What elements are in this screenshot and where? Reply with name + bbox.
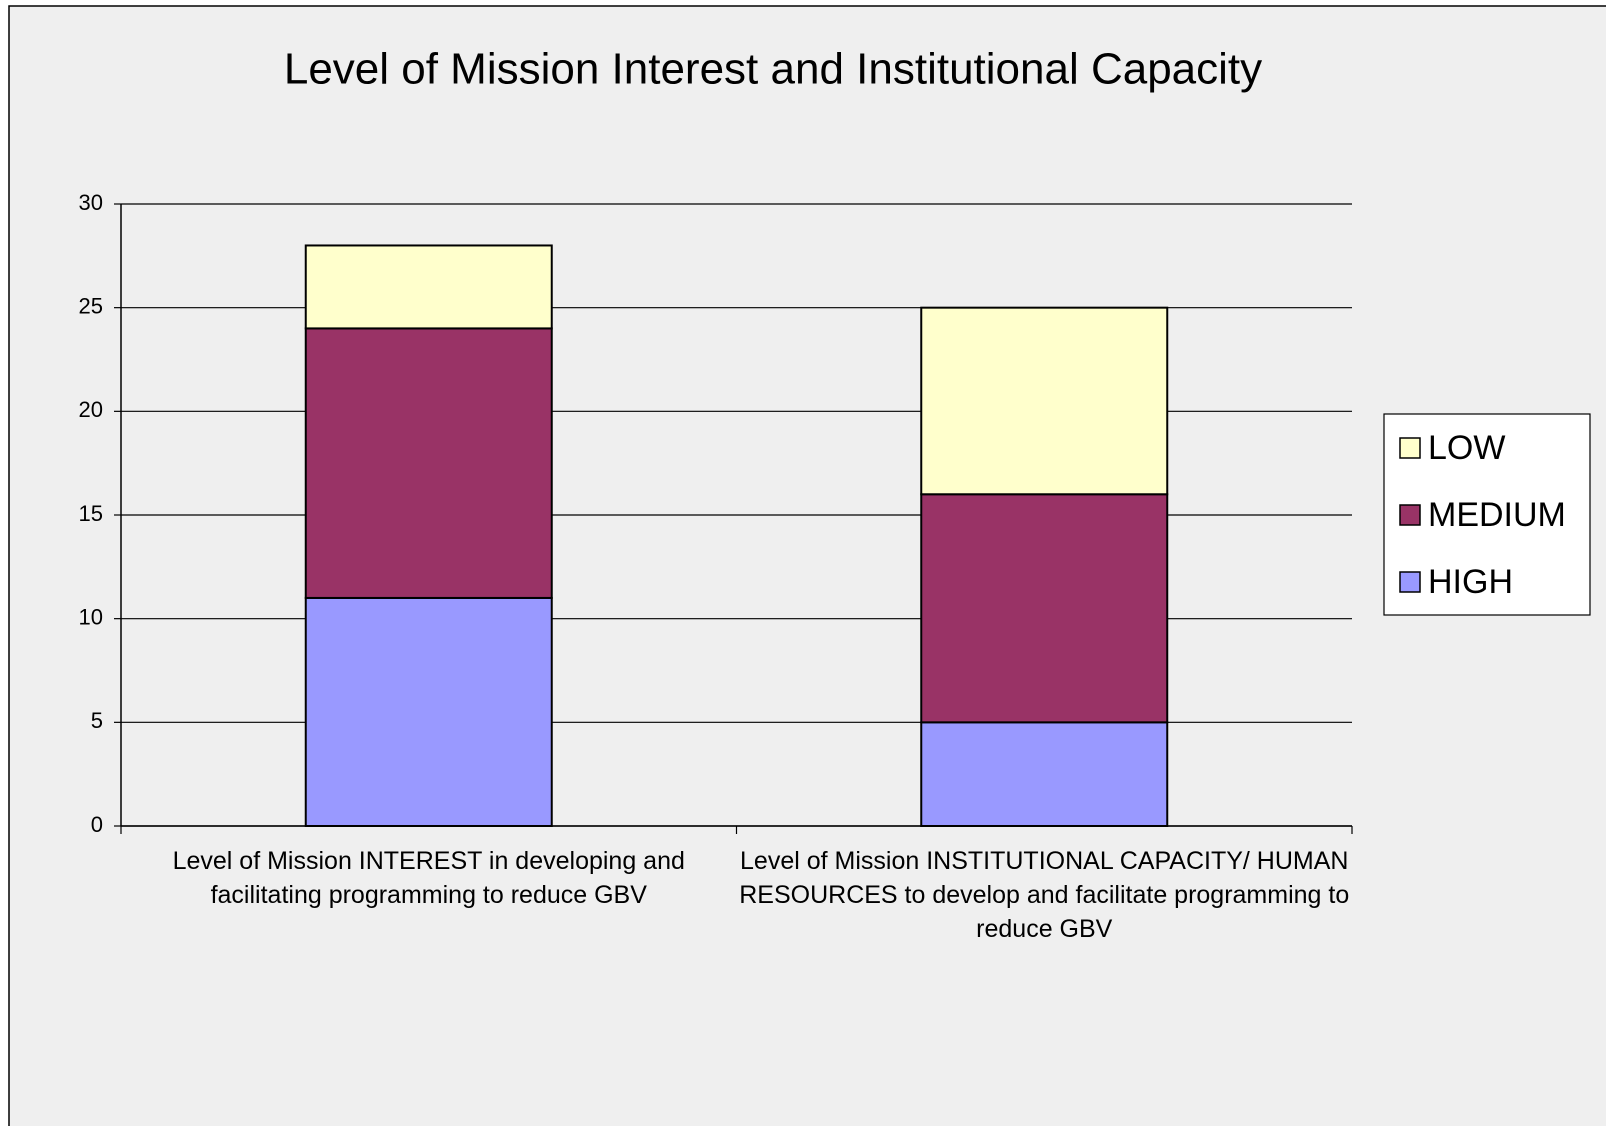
x-tick-label: Level of Mission INTEREST in developing …	[172, 847, 685, 909]
bar-segment	[304, 327, 553, 599]
legend-swatch	[1399, 571, 1421, 593]
x-label-box: Level of Mission INTEREST in developing …	[172, 847, 685, 909]
x-tick-label: Level of Mission INSTITUTIONAL CAPACITY/…	[739, 847, 1350, 943]
chart-area	[8, 5, 1606, 1126]
y-tick-label: 0	[91, 812, 103, 837]
chart-title: Level of Mission Interest and Institutio…	[284, 45, 1262, 94]
y-tick-label: 25	[79, 293, 103, 318]
y-tick-label: 15	[79, 501, 103, 526]
x-label-box: Level of Mission INSTITUTIONAL CAPACITY/…	[739, 847, 1350, 943]
legend-label: HIGH	[1428, 563, 1513, 601]
bar-segment	[920, 721, 1169, 827]
bar-segment	[304, 596, 553, 828]
legend-swatch	[1399, 437, 1421, 459]
bar-segment	[304, 244, 553, 330]
legend-swatch	[1399, 504, 1421, 526]
y-tick-label: 10	[79, 604, 103, 629]
y-tick-label: 5	[91, 708, 103, 733]
bar-segment	[920, 306, 1169, 496]
y-tick-label: 30	[79, 190, 103, 215]
legend-label: MEDIUM	[1428, 496, 1566, 534]
legend-label: LOW	[1428, 429, 1505, 467]
bar-segment	[920, 493, 1169, 724]
y-tick-label: 20	[79, 397, 103, 422]
